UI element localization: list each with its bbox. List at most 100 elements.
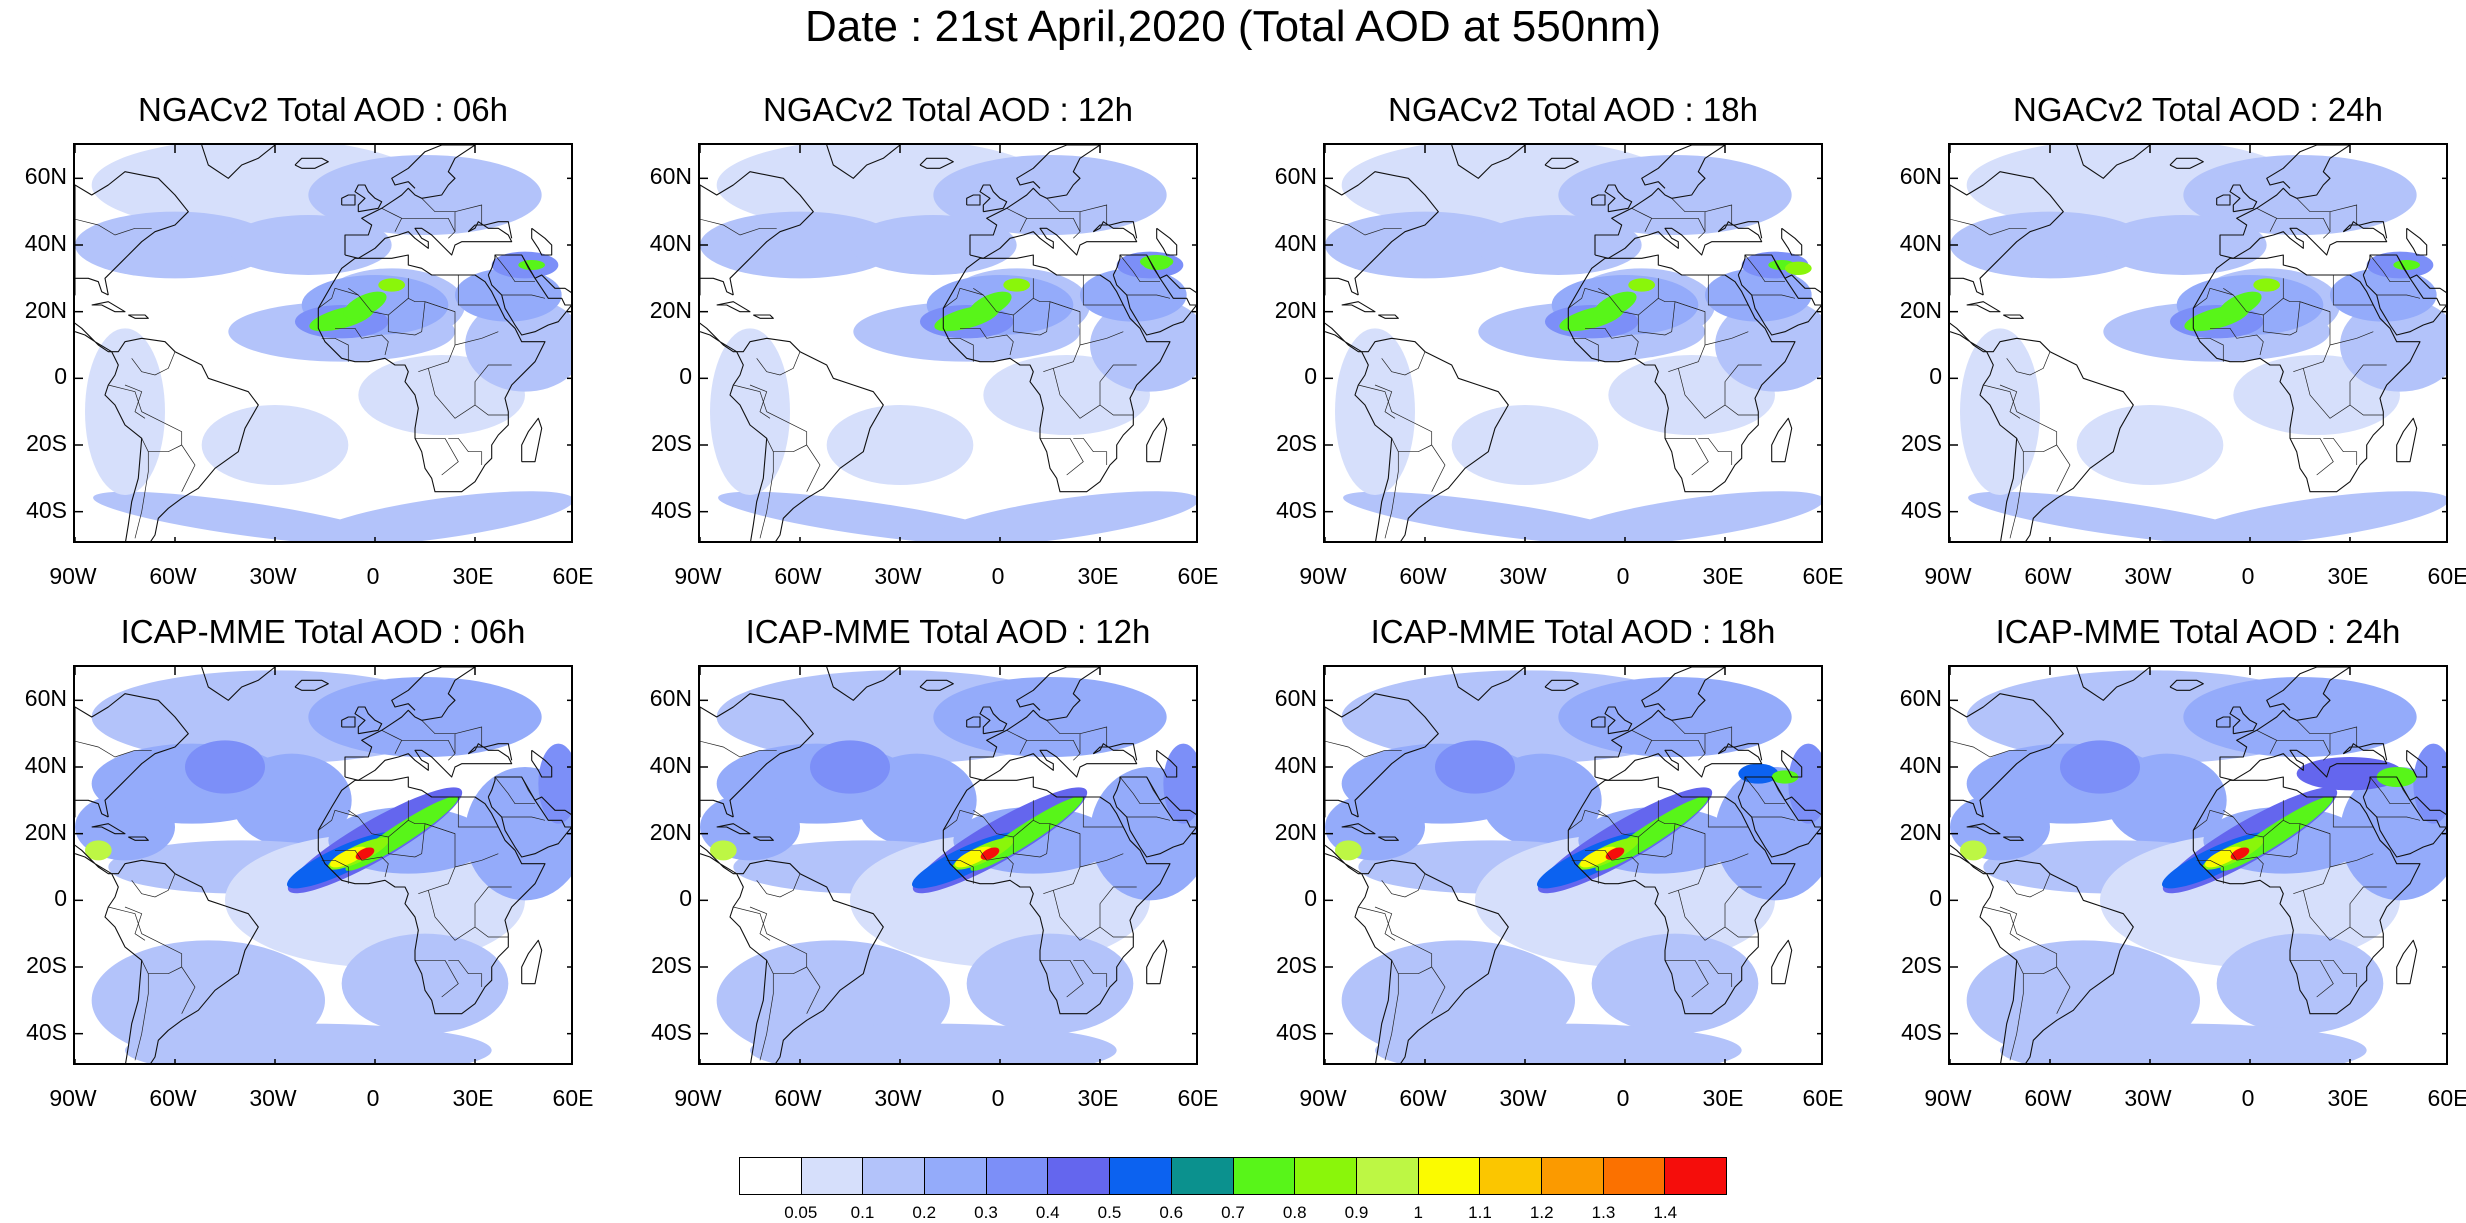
coastline xyxy=(2229,706,2258,735)
coastline xyxy=(1567,254,1796,493)
lon-tick-label: 30E xyxy=(1702,1085,1744,1111)
lon-tick-label: 60E xyxy=(2427,1085,2466,1111)
map-panel: NGACv2 Total AOD : 24h 60N 40N 20N 0 20S 40S 90… xyxy=(1900,91,2466,589)
colorbar-swatch xyxy=(986,1158,1049,1194)
colorbar-label: 0.1 xyxy=(850,1203,875,1222)
aod-contour xyxy=(201,405,349,485)
country-border xyxy=(1571,859,1599,884)
country-border xyxy=(2223,278,2284,316)
country-border xyxy=(2196,337,2224,362)
country-border xyxy=(1040,959,1084,998)
coastline xyxy=(2003,836,2024,841)
lat-tick-label: 20N xyxy=(1899,818,1942,845)
coastline xyxy=(716,301,751,313)
lon-tick-label: 60W xyxy=(149,563,197,589)
coastline xyxy=(2342,743,2388,761)
country-border xyxy=(124,906,146,941)
country-border xyxy=(75,740,152,758)
coastline xyxy=(1451,667,1526,701)
lon-tick-label: 30E xyxy=(1077,1085,1119,1111)
coastline xyxy=(1325,171,1509,541)
country-border xyxy=(2193,287,2234,309)
panel-title: ICAP-MME Total AOD : 06h xyxy=(120,613,526,650)
aod-contour xyxy=(1163,743,1196,824)
country-border xyxy=(124,384,146,419)
colorbar-label: 0.5 xyxy=(1097,1203,1122,1222)
country-border xyxy=(1126,294,1171,299)
country-border xyxy=(2329,331,2374,346)
country-border xyxy=(1325,218,1402,236)
country-border xyxy=(134,438,149,539)
coastline xyxy=(1594,221,1763,259)
country-border xyxy=(474,926,509,938)
coastline xyxy=(344,145,476,255)
panel-title: ICAP-MME Total AOD : 12h xyxy=(745,613,1151,650)
aod-contour xyxy=(225,215,392,275)
country-border xyxy=(421,720,456,754)
aod-contour xyxy=(2253,278,2280,292)
coastline xyxy=(317,254,546,493)
country-border xyxy=(2210,327,2264,356)
aod-contour xyxy=(1375,1023,1742,1063)
lon-tick-label: 30E xyxy=(2327,563,2369,589)
aod-contour xyxy=(1771,770,1799,784)
country-border xyxy=(756,351,801,376)
map-panel: ICAP-MME Total AOD : 06h 60N 40N 20N 0 20S 40S… xyxy=(25,613,594,1111)
country-border xyxy=(1704,726,1733,747)
country-border xyxy=(700,740,777,758)
aod-contour xyxy=(2218,291,2262,319)
lat-tick-label: 40S xyxy=(1901,1018,1942,1045)
coastline xyxy=(1146,417,1168,463)
aod-contour xyxy=(125,1023,492,1063)
coastline xyxy=(919,679,954,691)
lat-tick-label: 60N xyxy=(1274,163,1317,190)
colorbar-label: 1 xyxy=(1413,1203,1423,1222)
lon-tick-label: 60W xyxy=(149,1085,197,1111)
country-border xyxy=(2332,275,2374,306)
colorbar-swatch xyxy=(1110,1158,1172,1194)
lat-tick-label: 40S xyxy=(26,496,67,523)
country-border xyxy=(1006,729,1028,754)
lat-tick-label: 0 xyxy=(1304,885,1317,912)
aod-field-svg xyxy=(1950,145,2446,541)
map-panel: ICAP-MME Total AOD : 12h 60N 40N 20N 0 20S 40S… xyxy=(650,613,1219,1111)
country-border xyxy=(494,776,535,805)
aod-contour xyxy=(1788,743,1821,824)
country-border xyxy=(1571,337,1599,362)
country-border xyxy=(448,437,483,465)
country-border xyxy=(1744,254,1785,283)
coastline xyxy=(1604,184,1633,213)
aod-contour xyxy=(1785,261,1812,275)
lon-tick-label: 30W xyxy=(249,563,297,589)
country-border xyxy=(457,797,499,828)
coastline xyxy=(534,274,571,293)
coastline xyxy=(354,706,383,735)
country-border xyxy=(1119,776,1160,805)
country-border xyxy=(348,800,409,838)
country-border xyxy=(1651,739,1706,761)
country-border xyxy=(2006,873,2051,898)
country-border xyxy=(1983,906,2071,1014)
country-border xyxy=(1704,204,1733,225)
lat-tick-label: 20S xyxy=(1901,952,1942,978)
country-border xyxy=(2290,437,2334,476)
aod-field-svg xyxy=(1325,145,1821,541)
country-border xyxy=(1704,853,1749,868)
aod-contour xyxy=(185,740,265,794)
aod-contour xyxy=(1628,278,1655,292)
coastline xyxy=(2406,227,2428,256)
country-border xyxy=(401,739,456,761)
country-border xyxy=(2223,800,2284,838)
aod-contour xyxy=(2216,933,2384,1034)
coastline xyxy=(2192,254,2421,493)
aod-contour xyxy=(308,677,542,757)
coastline xyxy=(534,796,571,815)
country-border xyxy=(1677,886,1762,941)
country-border xyxy=(454,204,483,225)
country-border xyxy=(321,859,349,884)
panel-title: ICAP-MME Total AOD : 24h xyxy=(1995,613,2401,650)
country-border xyxy=(1040,437,1084,476)
coastline xyxy=(75,799,109,818)
coastline xyxy=(2362,254,2446,336)
colorbar-swatch xyxy=(1171,1158,1234,1194)
